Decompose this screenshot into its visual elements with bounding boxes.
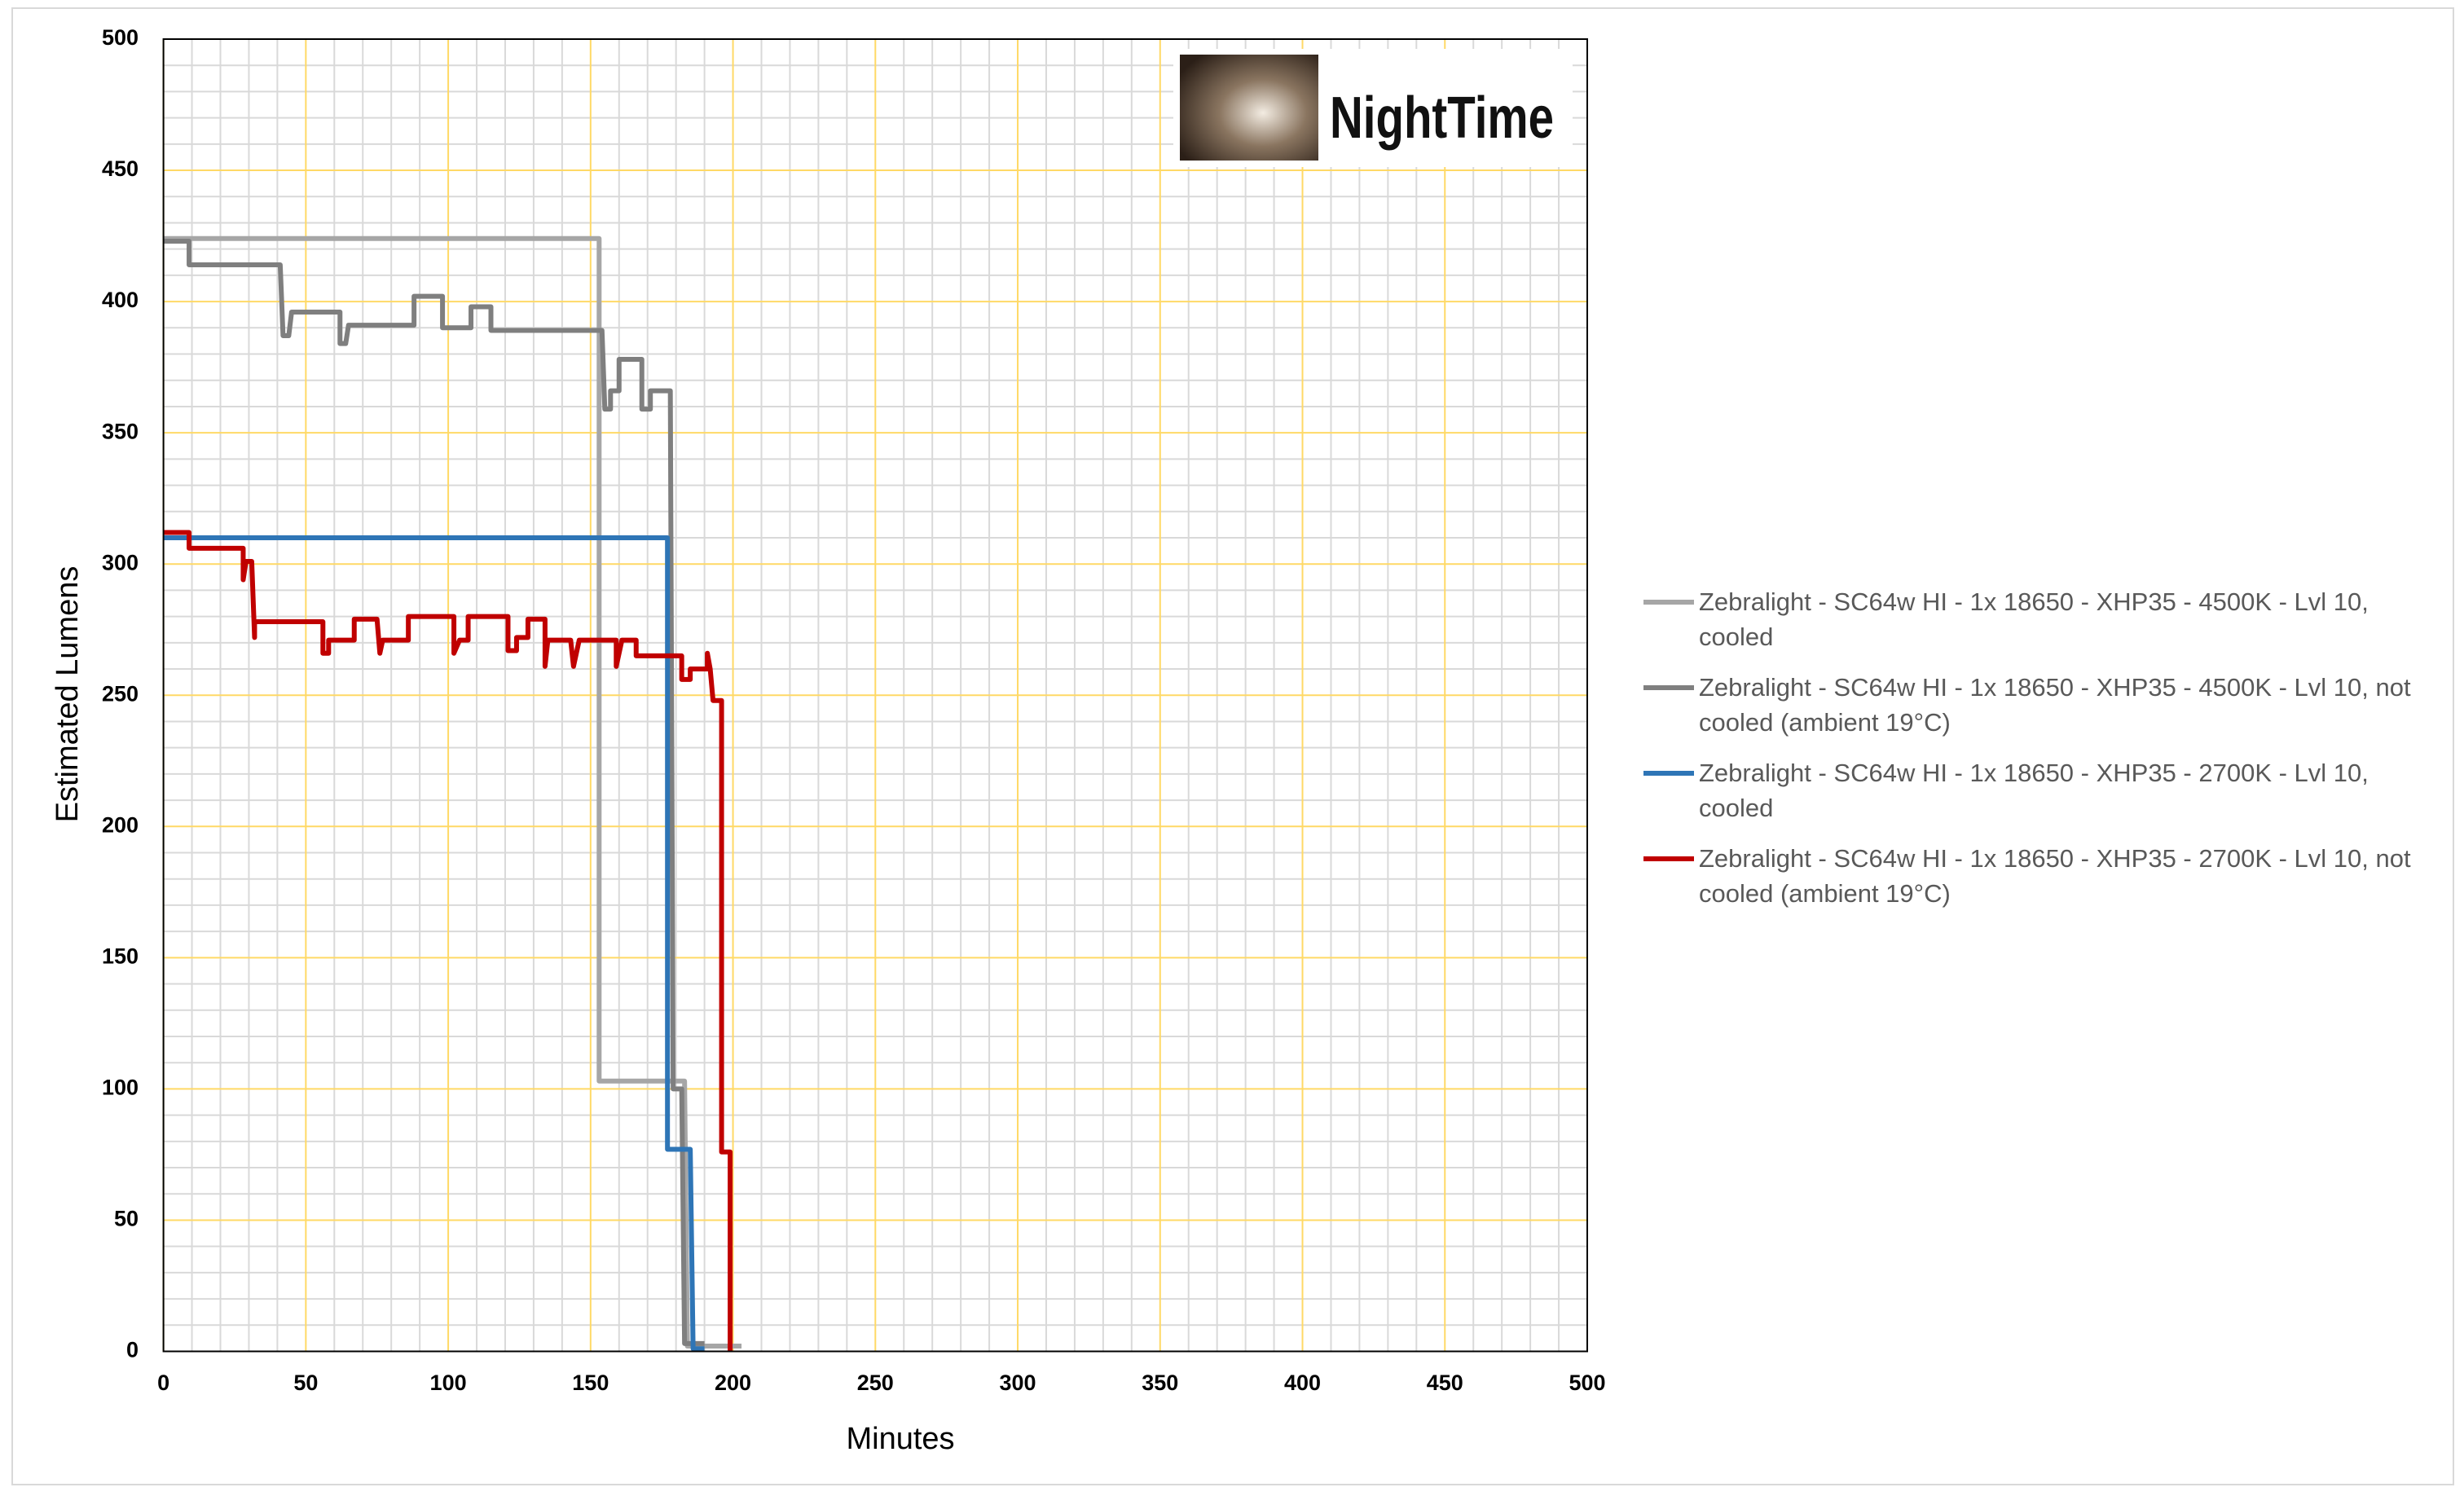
x-tick-label: 350 — [1142, 1371, 1178, 1395]
x-tick-label: 500 — [1569, 1371, 1605, 1395]
grid — [162, 38, 1588, 1353]
series-line — [163, 535, 705, 1352]
legend-label: Zebralight - SC64w HI - 1x 18650 - XHP35… — [1699, 844, 2411, 908]
legend-item: Zebralight - SC64w HI - 1x 18650 - XHP35… — [1643, 584, 2426, 654]
y-tick-label: 400 — [102, 288, 139, 312]
y-tick-label: 300 — [102, 550, 139, 574]
series-line — [163, 530, 733, 1352]
x-tick-label: 300 — [1000, 1371, 1036, 1395]
series-line — [163, 239, 705, 1346]
x-tick-label: 150 — [572, 1371, 609, 1395]
x-tick-label: 50 — [293, 1371, 318, 1395]
legend-swatch — [1643, 856, 1694, 861]
x-tick-label: 200 — [715, 1371, 751, 1395]
y-tick-label: 150 — [102, 944, 139, 968]
legend-item: Zebralight - SC64w HI - 1x 18650 - XHP35… — [1643, 755, 2426, 825]
x-tick-label: 400 — [1284, 1371, 1321, 1395]
series-line — [163, 235, 742, 1349]
plot-frame — [162, 38, 1589, 1353]
y-tick-label: 350 — [102, 419, 139, 443]
y-tick-label: 450 — [102, 156, 139, 181]
logo-text: NightTime — [1330, 86, 1554, 151]
lines — [163, 235, 742, 1352]
x-axis-title: Minutes — [846, 1422, 954, 1456]
chart-border — [11, 7, 2454, 1485]
legend-label: Zebralight - SC64w HI - 1x 18650 - XHP35… — [1699, 673, 2411, 737]
legend-item: Zebralight - SC64w HI - 1x 18650 - XHP35… — [1643, 841, 2426, 911]
legend-swatch — [1643, 771, 1694, 776]
y-tick-label: 50 — [114, 1207, 139, 1231]
legend-swatch — [1643, 685, 1694, 690]
y-tick-label: 0 — [126, 1338, 139, 1362]
y-axis-title: Estimated Lumens — [51, 566, 85, 823]
legend-item: Zebralight - SC64w HI - 1x 18650 - XHP35… — [1643, 670, 2426, 740]
y-tick-label: 500 — [102, 25, 139, 50]
legend-label: Zebralight - SC64w HI - 1x 18650 - XHP35… — [1699, 587, 2369, 651]
y-tick-label: 100 — [102, 1076, 139, 1100]
x-tick-label: 450 — [1427, 1371, 1463, 1395]
logo-image — [1180, 55, 1318, 161]
legend-swatch — [1643, 600, 1694, 605]
y-tick-label: 200 — [102, 812, 139, 837]
y-tick-label: 250 — [102, 681, 139, 706]
x-tick-label: 0 — [157, 1371, 169, 1395]
x-tick-label: 250 — [857, 1371, 894, 1395]
logo: NightTime — [1173, 49, 1573, 167]
x-tick-label: 100 — [430, 1371, 467, 1395]
legend-label: Zebralight - SC64w HI - 1x 18650 - XHP35… — [1699, 759, 2369, 822]
